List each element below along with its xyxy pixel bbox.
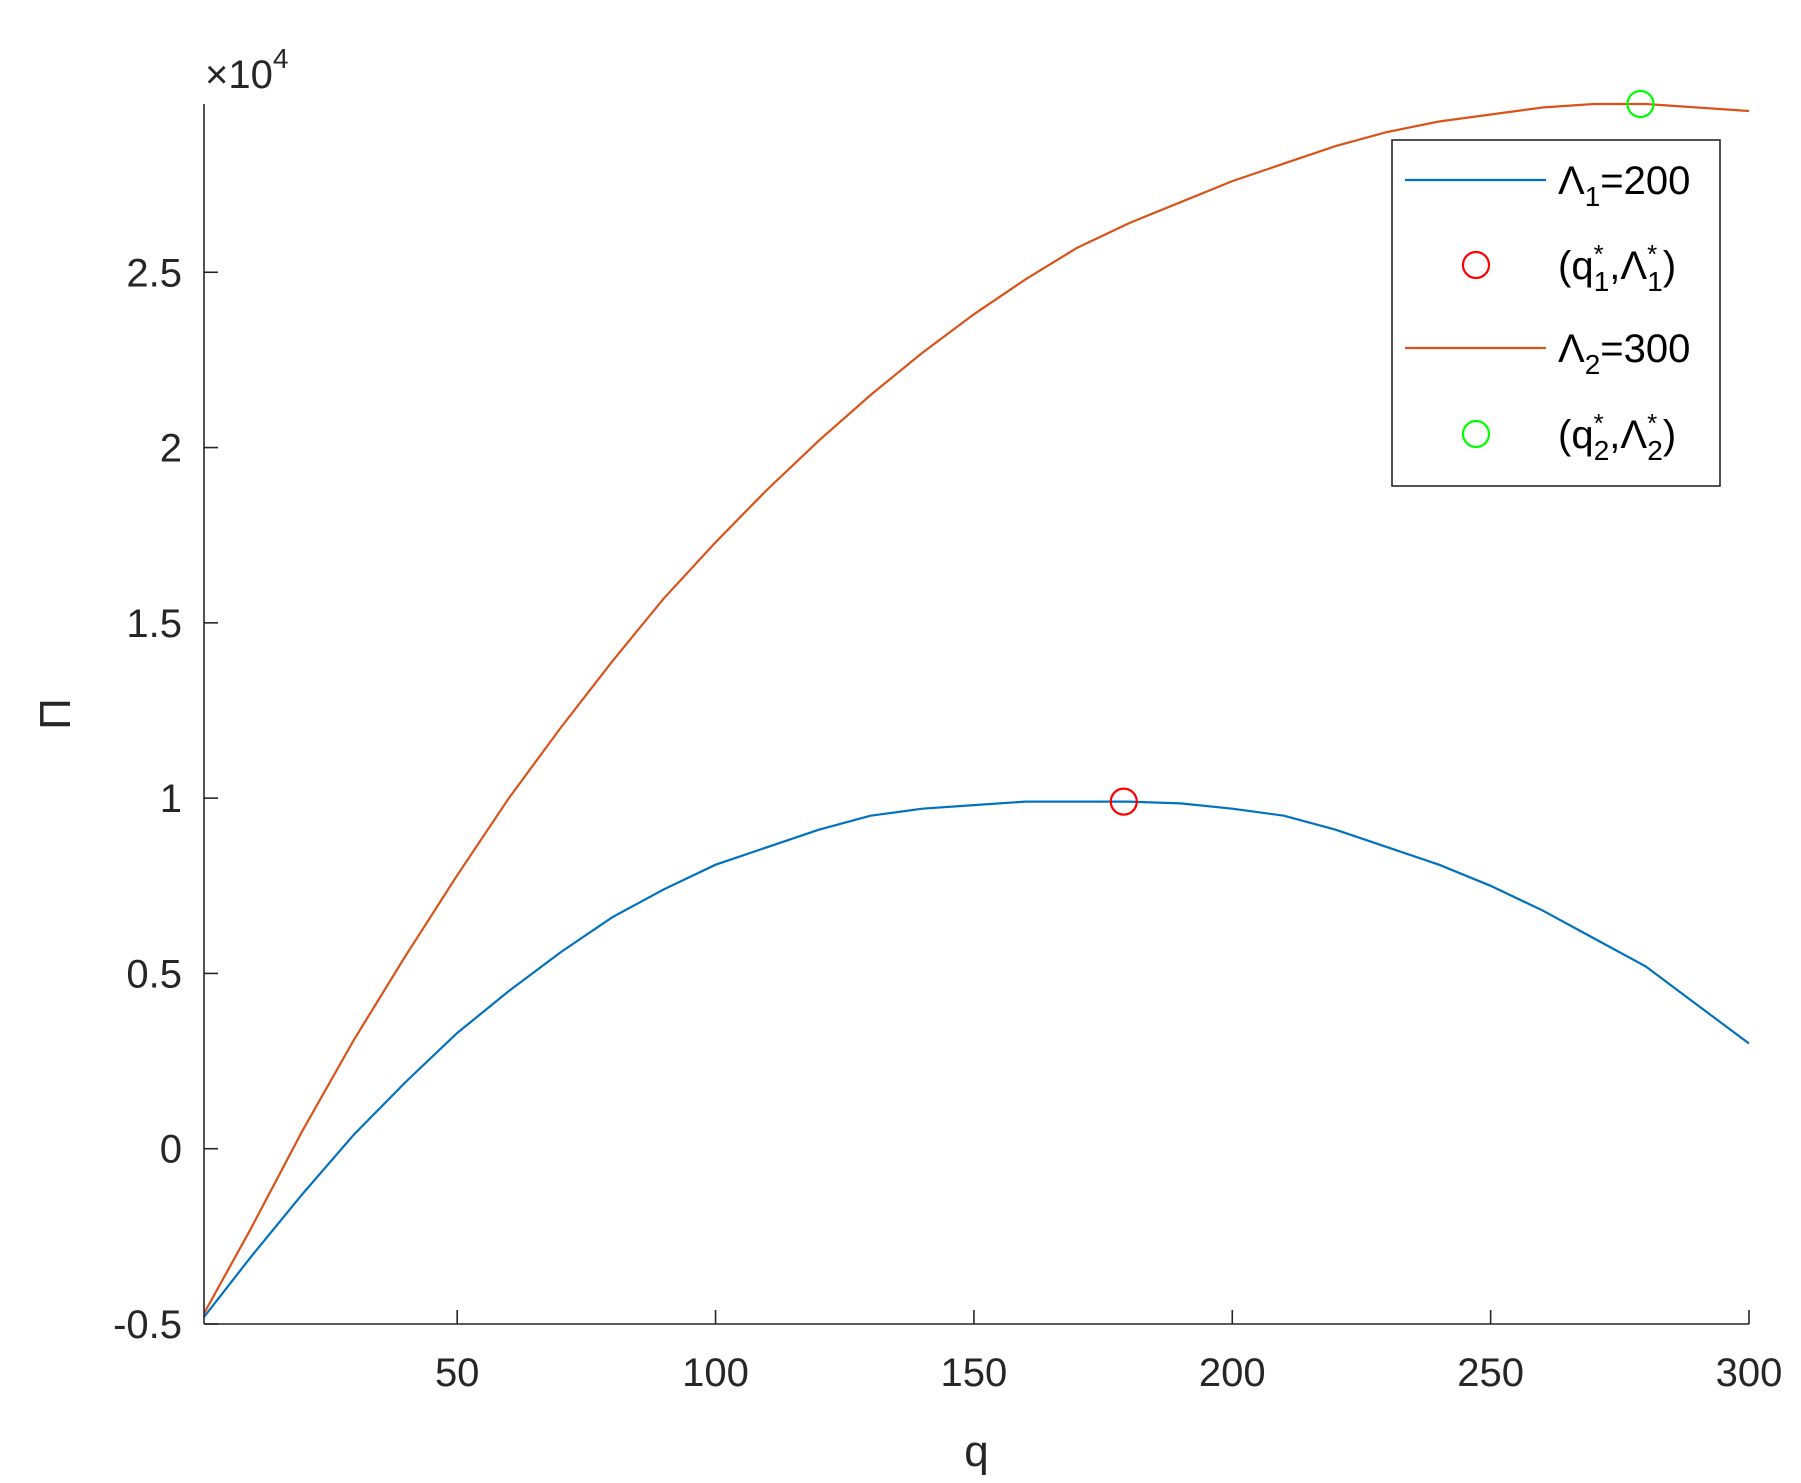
y-tick-label: 1.5: [126, 602, 182, 646]
axes: 50 100 150 200 250 300 -0.5 0 0.5 1 1.5 2 2.5 ×104 q Π: [31, 43, 1782, 1476]
y-tick-label: 2.5: [126, 251, 182, 295]
x-tick-label: 150: [941, 1351, 1008, 1395]
legend-box: [1391, 139, 1721, 487]
x-tick-label: 300: [1716, 1351, 1783, 1395]
legend-label-1: Λ1=200: [1558, 159, 1690, 212]
x-axis-label: q: [964, 1427, 988, 1476]
plot-area: [203, 89, 1750, 1318]
x-tick-label: 50: [435, 1351, 480, 1395]
y-axis-label: Π: [31, 698, 80, 730]
series-line-1: [203, 800, 1750, 1318]
legend-marker-1: [1461, 250, 1491, 280]
y-tick-label: -0.5: [113, 1303, 182, 1347]
optimum-marker-2: [1626, 89, 1655, 119]
series-line-2: [203, 102, 1750, 1315]
y-tick-label: 0.5: [126, 952, 182, 996]
legend-label-2: Λ2=300: [1558, 327, 1690, 380]
x-tick-label: 200: [1199, 1351, 1266, 1395]
y-tick-label: 2: [160, 427, 182, 471]
y-tick-label: 0: [160, 1128, 182, 1172]
x-tick-label: 100: [682, 1351, 749, 1395]
legend-marker-label-1: (q* 1,Λ* 1): [1558, 239, 1676, 297]
legend: Λ1=200 (q* 1,Λ* 1) Λ2=300 (q* 2,Λ* 2): [1391, 139, 1721, 487]
optimum-marker-1: [1109, 787, 1138, 816]
y-exponent-label: ×104: [205, 43, 288, 97]
y-tick-label: 1: [160, 777, 182, 821]
legend-marker-label-2: (q* 2,Λ* 2): [1558, 408, 1676, 466]
legend-marker-2: [1461, 419, 1491, 449]
x-tick-label: 250: [1457, 1351, 1524, 1395]
